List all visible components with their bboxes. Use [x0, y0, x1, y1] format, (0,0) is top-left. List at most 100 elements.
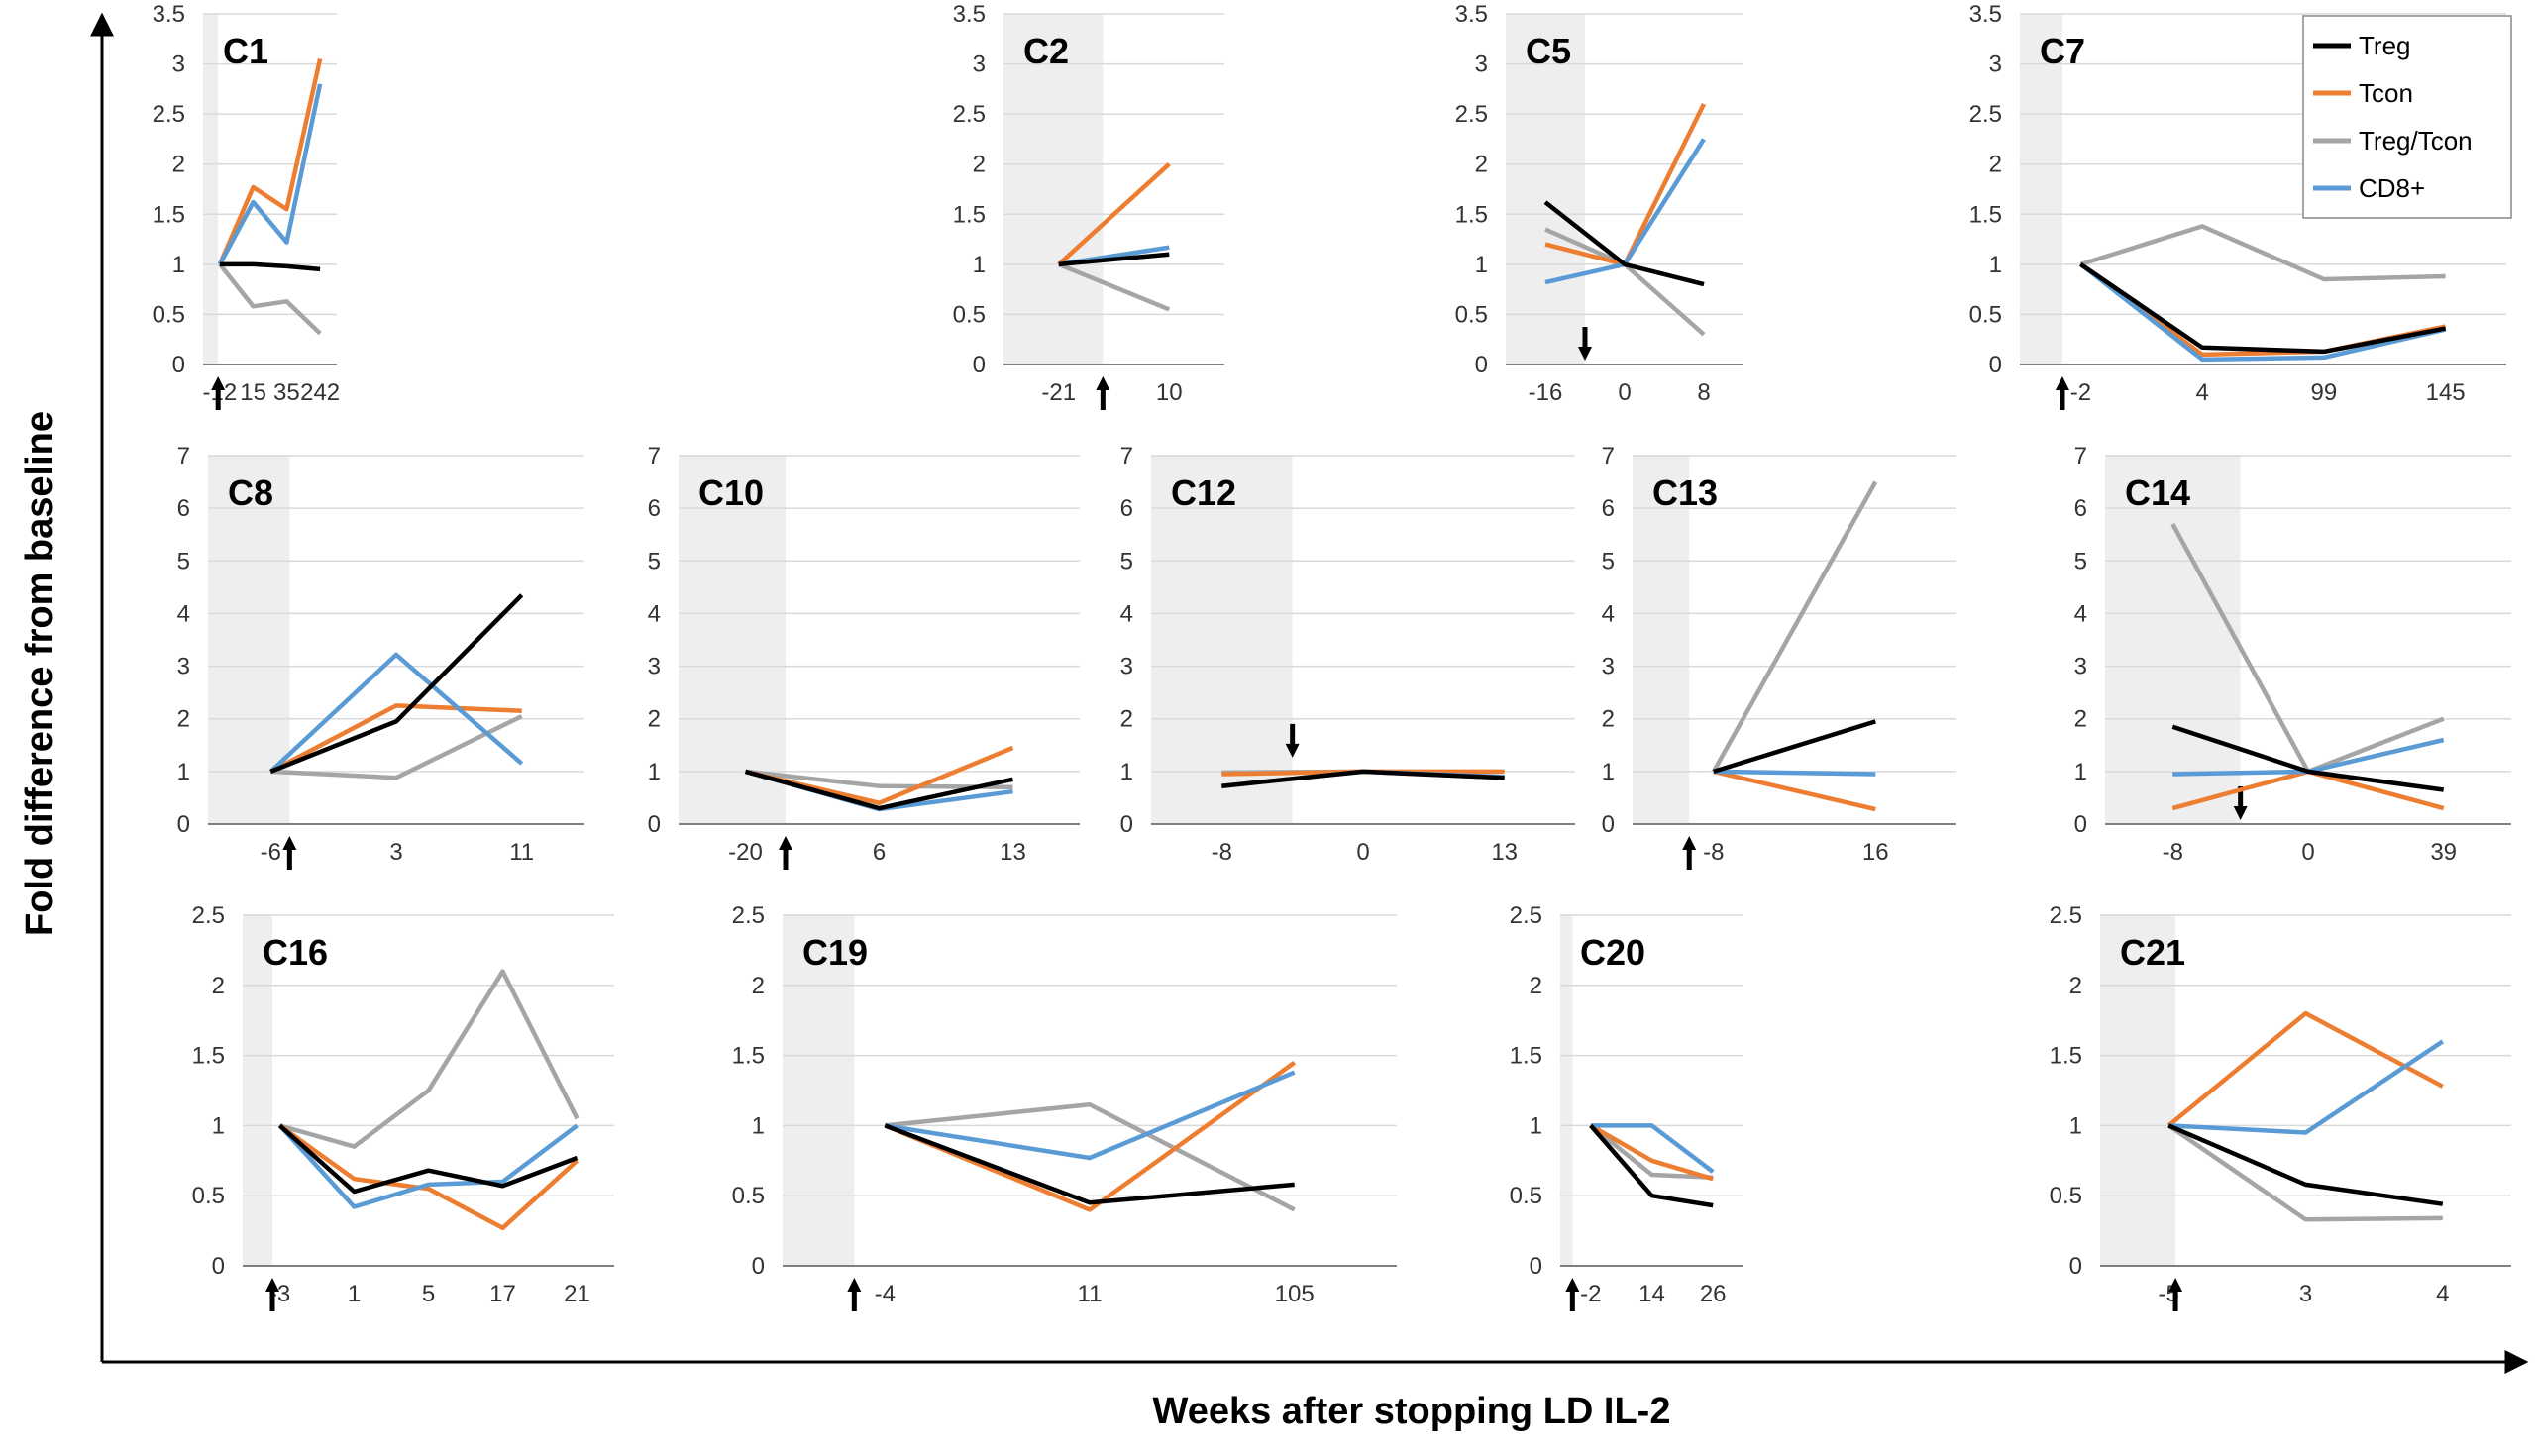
y-tick-label: 1: [1475, 252, 1488, 278]
y-tick-label: 7: [648, 443, 661, 469]
il2-stop-arrow: [847, 1278, 862, 1311]
x-tick-label: 13: [1491, 839, 1518, 866]
y-tick-label: 2: [172, 152, 185, 178]
il2-stop-arrow: [1578, 327, 1592, 361]
y-tick-label: 0: [212, 1253, 225, 1280]
x-tick-label: 17: [489, 1281, 516, 1307]
il2-stop-arrow: [1285, 723, 1300, 758]
x-tick-label: 0: [1356, 839, 1369, 866]
y-tick-label: 1: [2069, 1112, 2082, 1139]
pretreatment-shade: [1633, 456, 1690, 824]
y-tick-label: 3.5: [1455, 1, 1488, 28]
x-tick-label: 11: [509, 839, 534, 866]
x-tick-label: 8: [1697, 379, 1710, 406]
series-line-tcon: [217, 58, 323, 265]
y-tick-label: 2: [1530, 973, 1542, 999]
y-tick-label: 1: [172, 252, 185, 278]
pretreatment-shade: [2100, 915, 2176, 1266]
series-line-cd8: [268, 652, 524, 774]
y-tick-label: 5: [177, 548, 190, 574]
series-line-cd8: [1590, 1123, 1715, 1174]
y-tick-label: 0: [648, 811, 661, 838]
x-tick-label: -16: [1529, 379, 1563, 406]
pretreatment-shade: [1560, 915, 1573, 1266]
x-tick-label: 3: [2299, 1281, 2312, 1307]
series-line-cd8: [217, 83, 323, 265]
y-tick-label: 6: [648, 495, 661, 522]
y-tick-label: 2: [752, 973, 765, 999]
panel-title: C13: [1652, 472, 1718, 513]
y-tick-label: 3: [2074, 654, 2087, 680]
y-tick-label: 1: [1602, 759, 1615, 785]
y-tick-label: 1.5: [192, 1043, 225, 1070]
y-tick-label: 3: [1602, 654, 1615, 680]
x-tick-label: -2: [2070, 379, 2091, 406]
panel-c7: 0 0.5 1 1.5 2 2.5 3 3.5 -2 4 99 145 C7: [1969, 1, 2506, 410]
y-tick-label: 2: [1475, 152, 1488, 178]
y-tick-label: 3: [1989, 52, 2002, 78]
legend-box: [2302, 15, 2512, 219]
panel-c13: 0 1 2 3 4 5 6 7 -8 16 C13: [1602, 443, 1956, 870]
pretreatment-shade: [783, 915, 855, 1266]
y-tick-label: 2: [1989, 152, 2002, 178]
series-line-treg-tcon: [1711, 480, 1878, 773]
il2-stop-arrow: [1682, 836, 1697, 870]
y-tick-label: 5: [648, 548, 661, 574]
y-tick-label: 0: [1602, 811, 1615, 838]
panel-c1: 00.511.522.533.5-121535242C1: [153, 1, 340, 410]
y-tick-label: 1: [648, 759, 661, 785]
series-line-tcon: [2166, 1010, 2444, 1128]
panel-c8: 0 1 2 3 4 5 6 7 -6 3 11 C8: [177, 443, 584, 870]
y-tick-label: 0.5: [953, 301, 986, 328]
y-tick-label: 1: [177, 759, 190, 785]
series-line-treg: [884, 1123, 1295, 1205]
panel-c5: 0 0.5 1 1.5 2 2.5 3 3.5 -16 0 8 C5: [1455, 1, 1743, 406]
panel-title: C20: [1580, 932, 1645, 973]
x-tick-label: 145: [2426, 379, 2466, 406]
y-tick-label: 2.5: [953, 101, 986, 128]
series-line-treg-tcon: [270, 714, 523, 780]
y-tick-label: 6: [2074, 495, 2087, 522]
x-tick-label: 21: [564, 1281, 590, 1307]
y-tick-label: 4: [648, 600, 661, 627]
y-tick-label: 3: [648, 654, 661, 680]
il2-stop-arrow: [2233, 786, 2248, 820]
series-line-treg: [219, 261, 321, 272]
pretreatment-shade: [203, 14, 219, 364]
series-line-cd8: [884, 1070, 1296, 1161]
pretreatment-shade: [208, 456, 290, 824]
series-line-cd8: [2079, 262, 2447, 363]
il2-stop-arrow: [265, 1278, 279, 1311]
panel-title: C10: [698, 472, 764, 513]
y-tick-label: 2.5: [1969, 101, 2002, 128]
y-tick-label: 2.5: [153, 101, 185, 128]
legend-label: Treg/Tcon: [2359, 126, 2473, 156]
il2-stop-arrow: [779, 836, 792, 870]
y-tick-label: 4: [1602, 600, 1615, 627]
pretreatment-shade: [679, 456, 786, 824]
y-tick-label: 0: [177, 811, 190, 838]
panels: 00.511.522.533.5-121535242C100.511.522.5…: [153, 1, 2512, 1311]
x-tick-label: 14: [1638, 1281, 1665, 1307]
y-tick-label: 0.5: [1455, 301, 1488, 328]
y-tick-label: 1: [212, 1112, 225, 1139]
y-tick-label: 5: [1120, 548, 1133, 574]
y-tick-label: 3: [172, 52, 185, 78]
panel-c12: 0 1 2 3 4 5 6 7 -8 0 13 C12: [1120, 443, 1575, 866]
y-tick-label: 0.5: [2050, 1183, 2082, 1209]
series-line-tcon: [1589, 1123, 1714, 1182]
y-tick-label: 3: [1120, 654, 1133, 680]
x-tick-label: -8: [1212, 839, 1232, 866]
series-line-treg: [744, 769, 1013, 811]
x-tick-label: 13: [1000, 839, 1026, 866]
legend-label: Treg: [2359, 31, 2411, 60]
panel-c2: 0 0.5 1 1.5 2 2.5 3 3.5 -21 10 C2: [953, 1, 1224, 410]
series-line-treg: [2167, 1123, 2444, 1206]
panel-title: C5: [1526, 31, 1571, 71]
y-tick-label: 0.5: [1969, 301, 2002, 328]
y-tick-label: 0: [2069, 1253, 2082, 1280]
y-tick-label: 2.5: [192, 902, 225, 929]
series-line-treg: [1589, 1123, 1714, 1208]
